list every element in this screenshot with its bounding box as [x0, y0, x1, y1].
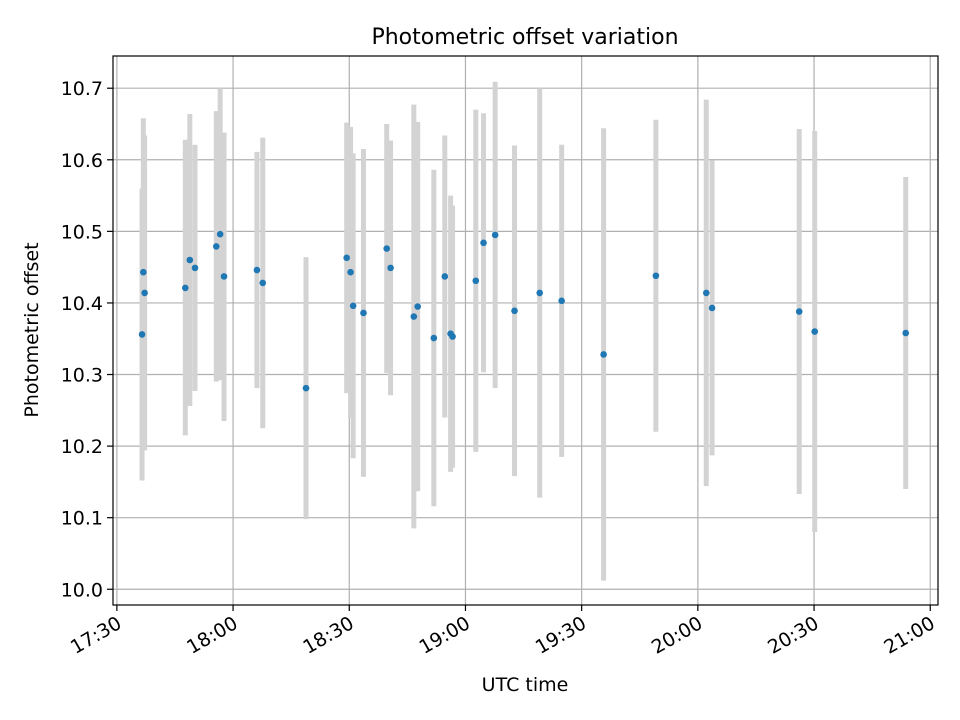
- data-point: [600, 351, 607, 358]
- y-tick-label: 10.0: [61, 579, 103, 601]
- y-tick-label: 10.3: [61, 365, 103, 387]
- data-point: [216, 230, 224, 238]
- data-point: [387, 264, 394, 272]
- data-point: [795, 308, 803, 315]
- data-point: [302, 384, 310, 392]
- y-axis-label: Photometric offset: [21, 242, 43, 417]
- data-points: [138, 230, 910, 392]
- data-point: [349, 302, 357, 310]
- y-tick-label: 10.1: [61, 508, 103, 530]
- data-point: [212, 243, 220, 250]
- data-point: [347, 268, 354, 276]
- data-point: [480, 239, 487, 247]
- y-tick-label: 10.2: [61, 436, 103, 458]
- data-point: [414, 303, 421, 310]
- data-point: [536, 289, 544, 297]
- y-tick-label: 10.7: [61, 78, 103, 100]
- data-point: [186, 256, 194, 264]
- data-point: [182, 284, 189, 292]
- data-point: [430, 334, 438, 342]
- data-point: [811, 328, 819, 335]
- y-tick-label: 10.4: [61, 293, 103, 315]
- data-point: [702, 289, 710, 297]
- data-point: [558, 297, 565, 305]
- data-point: [360, 309, 367, 317]
- data-point: [253, 266, 261, 274]
- data-point: [708, 304, 716, 312]
- data-point: [449, 333, 456, 340]
- data-point: [410, 313, 418, 320]
- data-point: [902, 329, 910, 337]
- data-point: [472, 277, 480, 285]
- y-tick-label: 10.5: [61, 221, 103, 243]
- y-axis-ticks: 10.0 10.1 10.2 10.3 10.4 10.5 10.6 10.7: [61, 78, 113, 601]
- x-axis-label: UTC time: [482, 674, 569, 696]
- data-point: [491, 231, 499, 239]
- data-point: [191, 264, 199, 272]
- data-point: [343, 254, 350, 262]
- data-point: [383, 245, 391, 252]
- data-point: [141, 289, 148, 297]
- chart-title: Photometric offset variation: [371, 25, 678, 50]
- y-tick-label: 10.6: [61, 150, 103, 172]
- data-point: [138, 331, 146, 338]
- data-point: [652, 272, 660, 280]
- plot-frame: [112, 55, 939, 606]
- data-point: [441, 273, 449, 280]
- data-point: [140, 268, 147, 276]
- data-point: [220, 273, 228, 280]
- data-point: [511, 307, 518, 315]
- data-point: [259, 279, 267, 287]
